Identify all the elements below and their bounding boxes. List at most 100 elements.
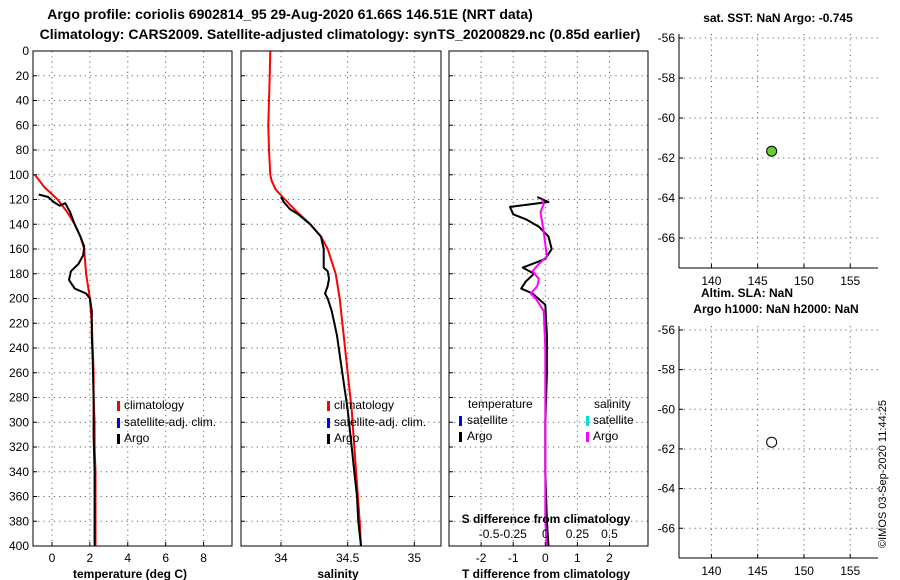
legend-t-satellite: satellite (467, 413, 508, 427)
y-tick-label: 220 (9, 316, 29, 330)
y-tick-label: -64 (658, 482, 676, 496)
difference-xlabel: T difference from climatology (462, 567, 630, 580)
credit: ©IMOS 03-Sep-2020 11:44:25 (877, 400, 889, 548)
legend-temperature-heading: temperature (468, 397, 533, 411)
series-line-climatology (34, 174, 97, 546)
x-tick-label: 4 (124, 551, 131, 565)
x-tick-label: 145 (748, 564, 768, 578)
s-tick-label: -0.25 (500, 527, 528, 541)
legend-satellite: satellite-adj. clim. (334, 415, 426, 429)
x-tick-label: 150 (794, 564, 814, 578)
legend-s-satellite: satellite (593, 413, 634, 427)
difference-top-label: S difference from climatology (462, 512, 631, 526)
y-tick-label: 380 (9, 514, 29, 528)
salinity-legend: climatology satellite-adj. clim. Argo (327, 398, 426, 445)
legend-swatch-t-argo (459, 432, 462, 442)
y-tick-label: 80 (16, 143, 30, 157)
legend-t-argo: Argo (467, 429, 493, 443)
y-tick-label: 280 (9, 391, 29, 405)
legend-satellite: satellite-adj. clim. (124, 415, 216, 429)
x-tick-label: 2 (87, 551, 94, 565)
s-tick-label: 0 (542, 527, 549, 541)
legend-swatch-satellite (117, 418, 120, 428)
temperature-xlabel: temperature (deg C) (73, 567, 187, 580)
legend-argo: Argo (124, 431, 150, 445)
argo-position-marker (766, 145, 778, 157)
sst-map-panel: -56 -58 -60 -62 -64 -66 140 145 150 155 (658, 31, 878, 288)
y-tick-label: -66 (658, 521, 676, 535)
title-line2: Climatology: CARS2009. Satellite-adjuste… (40, 26, 641, 42)
legend-swatch-satellite (327, 418, 330, 428)
salinity-panel: 34 34.5 35 (240, 50, 442, 565)
x-tick-label: 2 (606, 551, 613, 565)
s-tick-label: -0.5 (479, 527, 500, 541)
x-tick-label: -1 (508, 551, 519, 565)
y-tick-label: 240 (9, 341, 29, 355)
y-tick-label: 320 (9, 440, 29, 454)
legend-s-argo: Argo (593, 429, 619, 443)
sla-map-subtitle: Argo h1000: NaN h2000: NaN (693, 302, 858, 316)
legend-swatch-climatology (117, 401, 120, 411)
y-tick-label: 0 (22, 44, 29, 58)
x-tick-label: 34 (274, 551, 288, 565)
legend-swatch-s-satellite (586, 416, 589, 426)
y-tick-label: 40 (16, 94, 30, 108)
y-tick-label: 180 (9, 267, 29, 281)
x-tick-label: 34.5 (336, 551, 360, 565)
x-tick-label: 140 (701, 274, 721, 288)
x-tick-label: 8 (200, 551, 207, 565)
legend-climatology: climatology (334, 398, 394, 412)
y-tick-label: -64 (658, 191, 676, 205)
sst-map-title: sat. SST: NaN Argo: -0.745 (703, 11, 853, 25)
x-tick-label: 150 (794, 274, 814, 288)
y-tick-label: 200 (9, 292, 29, 306)
y-tick-label: -60 (658, 111, 676, 125)
y-tick-label: 260 (9, 366, 29, 380)
y-tick-label: 340 (9, 465, 29, 479)
y-tick-label: 100 (9, 168, 29, 182)
y-tick-label: -62 (658, 151, 676, 165)
temperature-panel: 0 2 4 6 802040608010012014016018020022024026… (9, 44, 233, 565)
sla-map-panel: -56 -58 -60 -62 -64 -66 140 145 150 155 (658, 323, 878, 578)
argo-position-marker (766, 436, 778, 448)
x-tick-label: 6 (162, 551, 169, 565)
x-tick-label: 35 (408, 551, 422, 565)
y-tick-label: 300 (9, 415, 29, 429)
series-line-s-diff-argo (529, 199, 548, 547)
y-tick-label: 160 (9, 242, 29, 256)
legend-swatch-t-satellite (459, 416, 462, 426)
x-tick-label: 1 (574, 551, 581, 565)
legend-swatch-argo (327, 434, 330, 444)
x-tick-label: 0 (49, 551, 56, 565)
y-tick-label: -58 (658, 71, 676, 85)
x-tick-label: 155 (840, 274, 860, 288)
y-tick-label: 120 (9, 193, 29, 207)
y-tick-label: -58 (658, 363, 676, 377)
legend-swatch-argo (117, 434, 120, 444)
y-tick-label: -60 (658, 402, 676, 416)
difference-panel: -2 -1 0 1 2 -0.5 -0.25 0 0.25 0.5 (448, 50, 649, 565)
legend-argo: Argo (334, 431, 360, 445)
legend-swatch-climatology (327, 401, 330, 411)
salinity-xlabel: salinity (317, 567, 359, 580)
x-tick-label: 140 (701, 564, 721, 578)
y-tick-label: 400 (9, 539, 29, 553)
y-tick-label: -56 (658, 323, 676, 337)
x-tick-label: -2 (476, 551, 487, 565)
y-tick-label: -62 (658, 442, 676, 456)
difference-legend: temperature satellite Argo salinity sate… (459, 397, 634, 443)
legend-swatch-s-argo (586, 432, 589, 442)
y-tick-label: 60 (16, 118, 30, 132)
y-tick-label: -66 (658, 231, 676, 245)
x-tick-label: 155 (840, 564, 860, 578)
temperature-legend: climatology satellite-adj. clim. Argo (117, 398, 216, 445)
title-line1: Argo profile: coriolis 6902814_95 29-Aug… (47, 6, 533, 22)
y-tick-label: -56 (658, 31, 676, 45)
y-tick-label: 360 (9, 490, 29, 504)
sla-map-title: Altim. SLA: NaN (701, 286, 793, 300)
y-tick-label: 20 (16, 69, 30, 83)
legend-salinity-heading: salinity (594, 397, 631, 411)
series-line-argo (280, 196, 362, 547)
s-tick-label: 0.5 (601, 527, 618, 541)
